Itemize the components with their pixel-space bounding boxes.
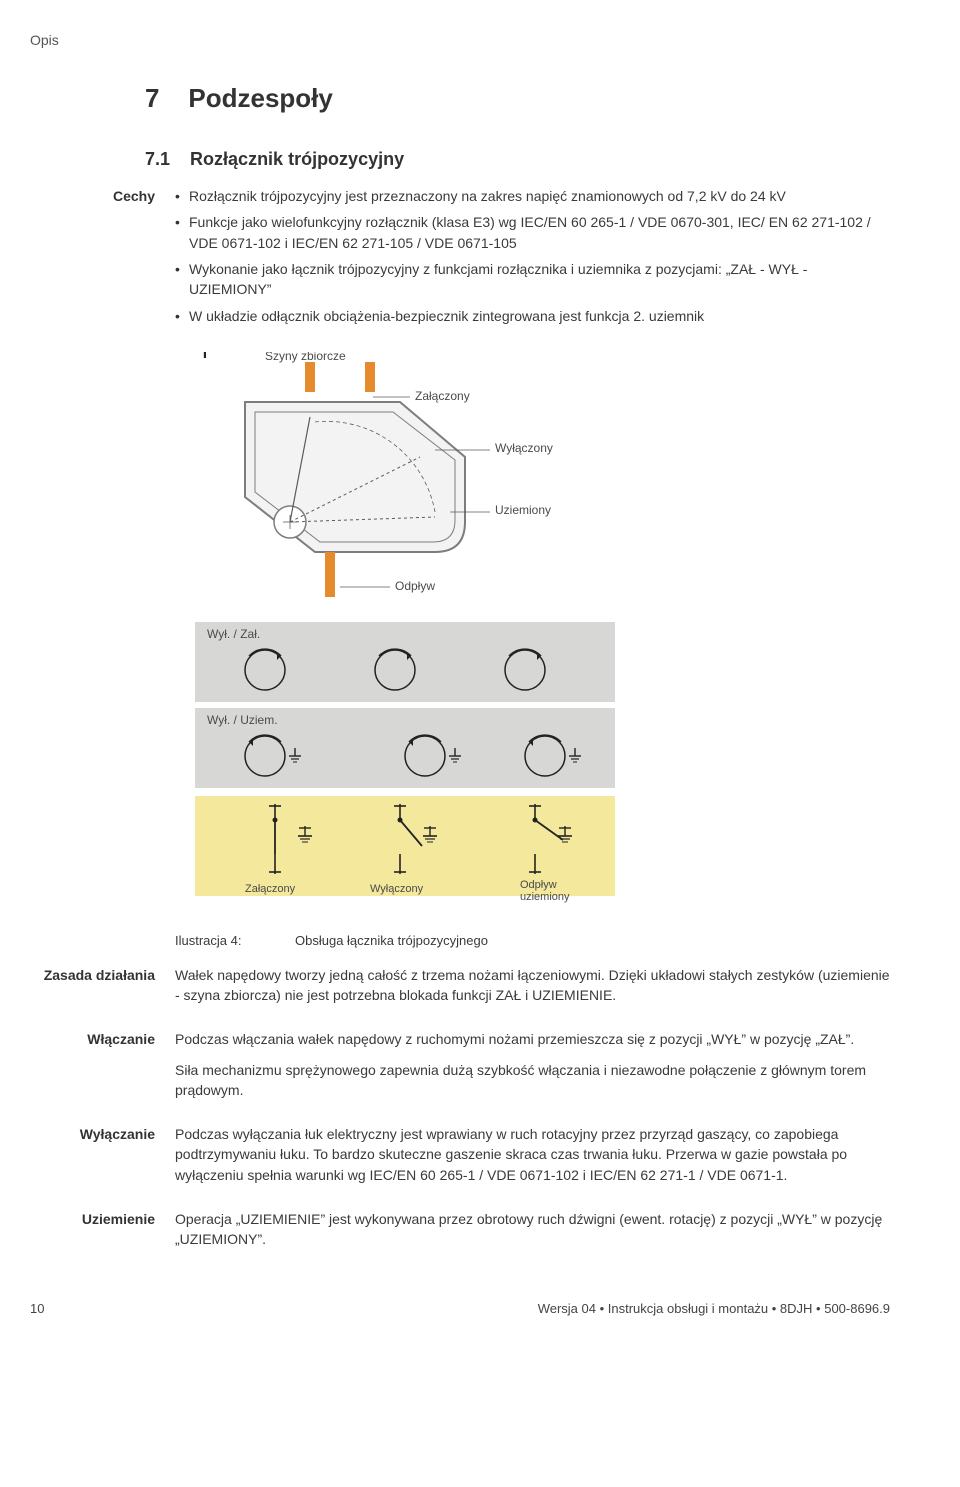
footer-text: Wersja 04 • Instrukcja obsługi i montażu… bbox=[538, 1300, 890, 1319]
subsection-number: 7.1 bbox=[145, 149, 170, 169]
feature-item: Rozłącznik trójpozycyjny jest przeznaczo… bbox=[175, 186, 890, 206]
body-paragraph: Operacja „UZIEMIENIE” jest wykonywana pr… bbox=[175, 1209, 890, 1250]
svg-text:Odpływ: Odpływ bbox=[395, 579, 435, 593]
svg-text:uziemiony: uziemiony bbox=[520, 891, 570, 903]
feature-item: W układzie odłącznik obciążenia-bezpiecz… bbox=[175, 306, 890, 326]
svg-text:Uziemiony: Uziemiony bbox=[495, 503, 551, 517]
page-number: 10 bbox=[30, 1300, 44, 1319]
caption-text: Obsługa łącznika trójpozycyjnego bbox=[295, 932, 488, 951]
page-footer: 10 Wersja 04 • Instrukcja obsługi i mont… bbox=[30, 1300, 890, 1319]
section-title: Podzespoły bbox=[188, 83, 332, 113]
body-paragraph: Podczas wyłączania łuk elektryczny jest … bbox=[175, 1124, 890, 1185]
section-label: Uziemienie bbox=[30, 1209, 175, 1260]
svg-text:Wyłączony: Wyłączony bbox=[370, 883, 424, 895]
section-label: Zasada działania bbox=[30, 965, 175, 1016]
section-label: Włączanie bbox=[30, 1029, 175, 1110]
body-paragraph: Siła mechanizmu sprężynowego zapewnia du… bbox=[175, 1060, 890, 1101]
subsection-title: Rozłącznik trójpozycyjny bbox=[190, 149, 404, 169]
section-number: 7 bbox=[145, 83, 159, 113]
svg-text:Załączony: Załączony bbox=[245, 883, 296, 895]
svg-text:I: I bbox=[203, 352, 207, 361]
figure-caption: Ilustracja 4: Obsługa łącznika trójpozyc… bbox=[175, 932, 890, 951]
svg-text:Załączony: Załączony bbox=[415, 389, 470, 403]
section-heading: 7 Podzespoły bbox=[145, 80, 890, 118]
features-label: Cechy bbox=[30, 186, 175, 332]
svg-text:Szyny zbiorcze: Szyny zbiorcze bbox=[265, 352, 346, 363]
feature-item: Funkcje jako wielofunkcyjny rozłącznik (… bbox=[175, 212, 890, 253]
subsection-heading: 7.1 Rozłącznik trójpozycyjny bbox=[145, 146, 890, 172]
switch-diagram: Szyny zbiorcze Załączony Wyłączony Uziemion… bbox=[175, 352, 890, 912]
svg-text:Wył. / Uziem.: Wył. / Uziem. bbox=[207, 713, 278, 727]
svg-text:Wyłączony: Wyłączony bbox=[495, 441, 553, 455]
section-label: Wyłączanie bbox=[30, 1124, 175, 1195]
features-list: Rozłącznik trójpozycyjny jest przeznaczo… bbox=[175, 186, 890, 326]
svg-text:Odpływ: Odpływ bbox=[520, 879, 557, 891]
caption-label: Ilustracja 4: bbox=[175, 932, 295, 951]
feature-item: Wykonanie jako łącznik trójpozycyjny z f… bbox=[175, 259, 890, 300]
running-header: Opis bbox=[30, 30, 890, 50]
body-paragraph: Wałek napędowy tworzy jedną całość z trz… bbox=[175, 965, 890, 1006]
svg-text:Wył. / Zał.: Wył. / Zał. bbox=[207, 627, 260, 641]
body-paragraph: Podczas włączania wałek napędowy z rucho… bbox=[175, 1029, 890, 1049]
